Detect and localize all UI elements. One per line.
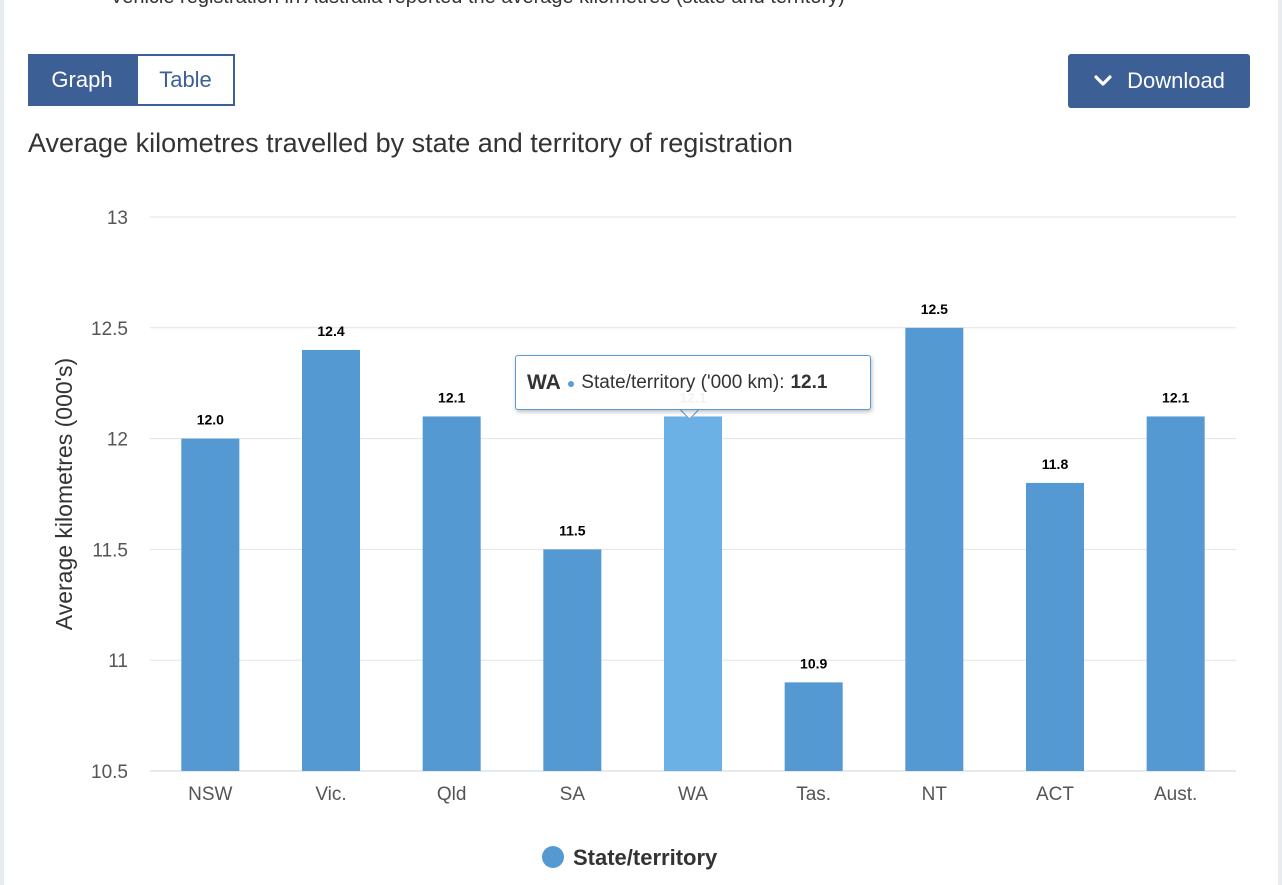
- bar-sa: [543, 549, 602, 771]
- bar-act: [1026, 482, 1084, 771]
- page-frame-right: [1278, 0, 1282, 885]
- y-tick-label: 10.5: [91, 762, 128, 783]
- chart-title: Average kilometres travelled by state an…: [28, 128, 793, 158]
- y-tick-label: 12: [107, 430, 128, 451]
- x-tick-label: WA: [678, 784, 708, 805]
- bar-vic: [302, 349, 360, 771]
- bar-wa: [664, 416, 722, 771]
- y-tick-label: 11: [108, 651, 128, 672]
- data-label: 11.8: [1042, 456, 1069, 472]
- download-label: Download: [1127, 68, 1225, 93]
- intro-text-cut: Vehicle registration in Australia report…: [110, 0, 1210, 9]
- tooltip-value: 12.1: [790, 371, 828, 393]
- x-tick-label: SA: [560, 784, 586, 805]
- legend-label: State/territory: [573, 845, 718, 870]
- data-label: 12.1: [438, 389, 465, 405]
- chart-tooltip: WA ● State/territory ('000 km): 12.1: [515, 355, 871, 410]
- download-button[interactable]: Download: [1068, 54, 1250, 108]
- tooltip-category: WA: [527, 370, 561, 394]
- x-tick-label: NSW: [188, 784, 232, 805]
- chevron-down-icon: [1094, 75, 1112, 86]
- x-tick-label: Tas.: [796, 784, 831, 805]
- y-tick-label: 12.5: [91, 319, 128, 340]
- legend-marker: [542, 846, 564, 868]
- y-axis-title: Average kilometres (000's): [51, 358, 77, 630]
- bar-tas: [784, 682, 843, 771]
- x-tick-label: Qld: [437, 784, 467, 805]
- bar-nsw: [181, 438, 240, 771]
- view-tabs: Graph Table: [28, 54, 235, 106]
- page-frame-left: [0, 0, 4, 885]
- tab-table[interactable]: Table: [136, 54, 235, 106]
- tab-graph[interactable]: Graph: [28, 54, 136, 106]
- data-label: 12.0: [197, 412, 224, 428]
- tooltip-series-dot: ●: [566, 374, 576, 391]
- tooltip-series-label: State/territory ('000 km):: [581, 371, 785, 393]
- data-label: 10.9: [800, 655, 827, 671]
- x-tick-label: ACT: [1036, 784, 1074, 805]
- data-label: 12.5: [921, 301, 948, 317]
- data-label: 12.4: [317, 323, 344, 339]
- y-tick-label: 13: [107, 208, 128, 229]
- bar-qld: [422, 416, 481, 771]
- x-tick-label: Vic.: [315, 784, 346, 805]
- data-label: 11.5: [559, 522, 586, 538]
- bar-aust: [1146, 416, 1205, 771]
- data-label: 12.1: [1162, 389, 1189, 405]
- x-tick-label: Aust.: [1154, 784, 1197, 805]
- x-tick-label: NT: [922, 784, 948, 805]
- y-tick-label: 11.5: [92, 540, 128, 561]
- bar-nt: [905, 327, 964, 771]
